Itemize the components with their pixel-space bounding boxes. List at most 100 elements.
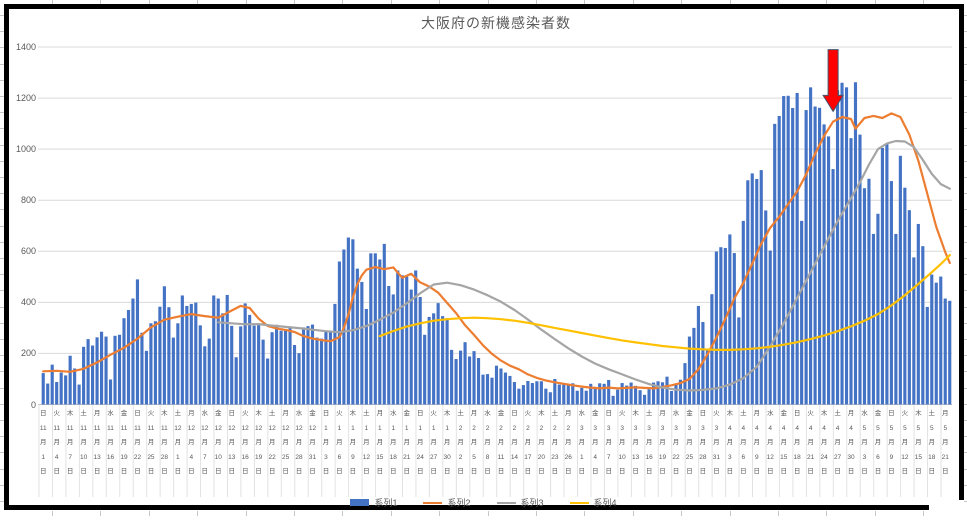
sheet-column-tick — [874, 511, 876, 516]
legend-label-series3: 系列3 — [520, 498, 544, 508]
sheet-row-tick — [0, 96, 4, 97]
y-tick-label-200: 200 — [20, 348, 36, 359]
sheet-row-tick — [964, 403, 967, 405]
sheet-row-tick — [0, 436, 4, 438]
red-down-arrow-annotation[interactable] — [822, 49, 845, 113]
y-tick-label-1000: 1000 — [15, 144, 36, 155]
x-tick-label-11-25: 火 11 月 25 日 — [147, 410, 155, 475]
x-tick-label-5-15: 木 5 月 15 日 — [914, 410, 922, 475]
sheet-row-tick — [964, 112, 967, 114]
sheet-column-tick — [826, 0, 828, 4]
sheet-column-tick — [681, 511, 683, 516]
sheet-row-tick — [964, 47, 967, 49]
x-tick-label-5-21: 月 5 月 21 日 — [941, 410, 949, 475]
series2-line[interactable] — [42, 112, 951, 390]
sheet-column-tick — [294, 511, 295, 516]
series1-bar-swatch-icon — [350, 499, 370, 506]
sheet-row-tick — [0, 241, 4, 243]
x-tick-label-1-24: 日 1 月 24 日 — [416, 410, 424, 475]
x-tick-label-12-13: 日 12 月 13 日 — [228, 410, 236, 475]
sheet-row-tick — [0, 258, 4, 259]
series2-line-swatch-icon — [423, 501, 443, 504]
x-tick-label-12-7: 水 12 月 7 日 — [201, 410, 209, 475]
sheet-row-tick — [0, 177, 4, 178]
x-tick-label-3-13: 木 3 月 13 日 — [631, 410, 640, 475]
x-tick-label-11-4: 火 11 月 4 日 — [53, 410, 61, 475]
series3-line-swatch-icon — [496, 501, 516, 504]
sheet-column-tick — [245, 511, 247, 516]
y-tick-label-0: 0 — [30, 399, 36, 410]
sheet-row-tick — [964, 371, 967, 373]
sheet-column-tick — [439, 511, 441, 516]
series3-line[interactable] — [217, 139, 951, 392]
sheet-column-tick — [778, 511, 779, 516]
chart-legend: 系列1 系列2 系列3 系列4 — [0, 496, 967, 509]
sheet-row-tick — [964, 306, 967, 308]
x-tick-label-12-28: 水 12 月 28 日 — [295, 410, 303, 475]
sheet-column-tick — [52, 511, 53, 516]
legend-label-series4: 系列4 — [593, 498, 617, 508]
sheet-row-tick — [964, 225, 967, 227]
sheet-column-tick — [100, 511, 102, 516]
x-tick-label-3-31: 火 3 月 31 日 — [712, 410, 720, 475]
sheet-row-tick — [964, 468, 967, 470]
x-tick-label-2-23: 土 2 月 23 日 — [551, 410, 559, 475]
legend-item-series2[interactable]: 系列2 — [423, 496, 471, 509]
sheet-row-tick — [964, 484, 967, 486]
x-tick-label-5-12: 火 5 月 12 日 — [901, 410, 909, 475]
x-tick-label-3-10: 火 3 月 10 日 — [618, 410, 626, 475]
sheet-column-tick — [390, 0, 392, 4]
sheet-row-tick — [0, 339, 4, 340]
x-tick-label-1-12: 土 1 月 12 日 — [362, 410, 370, 475]
x-tick-label-12-1: 土 12 月 1 日 — [174, 410, 182, 475]
sheet-column-tick — [584, 0, 586, 4]
sheet-column-tick — [874, 0, 876, 4]
sheet-column-tick — [487, 0, 489, 4]
sheet-row-tick — [964, 177, 967, 178]
x-tick-label-11-13: 月 11 月 13 日 — [93, 410, 101, 475]
sheet-row-tick — [0, 468, 4, 470]
legend-item-series4[interactable]: 系列4 — [569, 496, 617, 509]
sheet-row-tick — [964, 79, 967, 81]
x-tick-label-1-15: 月 1 月 15 日 — [376, 410, 384, 475]
sheet-column-tick — [100, 0, 102, 4]
sheet-row-tick — [0, 322, 4, 324]
sheet-row-tick — [964, 420, 967, 421]
sheet-row-tick — [0, 160, 4, 162]
sheet-row-tick — [0, 225, 4, 227]
series4-line[interactable] — [378, 254, 951, 351]
sheet-column-tick — [632, 0, 634, 4]
x-tick-label-1-18: 水 1 月 18 日 — [389, 410, 397, 475]
x-tick-label-4-30: 月 4 月 30 日 — [847, 410, 855, 475]
sheet-row-tick — [0, 387, 4, 389]
x-tick-label-12-16: 火 12 月 16 日 — [241, 410, 249, 475]
sheet-column-tick — [681, 0, 683, 4]
sheet-row-tick — [0, 371, 4, 373]
sheet-row-tick — [964, 387, 967, 389]
series1-bars[interactable] — [41, 82, 952, 405]
sheet-column-tick — [536, 0, 537, 4]
chart-title[interactable]: 大阪府の新機感染者数 — [421, 15, 571, 31]
sheet-row-tick — [0, 306, 4, 308]
sheet-column-tick — [923, 0, 925, 4]
sheet-row-tick — [964, 452, 967, 454]
sheet-column-tick — [632, 511, 634, 516]
x-tick-label-2-11: 金 2 月 11 日 — [497, 410, 505, 475]
x-tick-label-3-19: 月 3 月 19 日 — [658, 410, 667, 475]
x-tick-label-11-22: 日 11 月 22 日 — [133, 410, 142, 475]
legend-item-series3[interactable]: 系列3 — [496, 496, 544, 509]
sheet-row-tick — [964, 31, 967, 33]
sheet-row-tick — [0, 452, 4, 454]
sheet-row-tick — [964, 501, 967, 502]
sheet-row-tick — [0, 420, 4, 421]
legend-item-series1[interactable]: 系列1 — [350, 496, 397, 509]
sheet-row-tick — [0, 144, 4, 146]
